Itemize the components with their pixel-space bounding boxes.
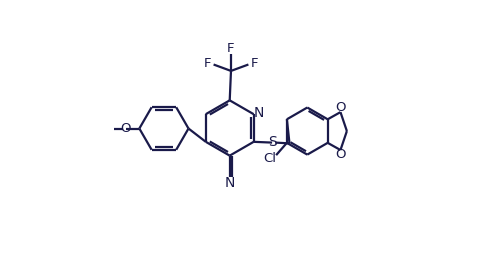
Text: F: F <box>203 57 211 70</box>
Text: Cl: Cl <box>263 152 276 165</box>
Text: N: N <box>254 106 264 120</box>
Text: N: N <box>225 176 235 190</box>
Text: O: O <box>336 101 346 114</box>
Text: F: F <box>251 57 258 70</box>
Text: O: O <box>120 122 131 135</box>
Text: O: O <box>336 148 346 161</box>
Text: S: S <box>268 135 277 149</box>
Text: F: F <box>227 42 235 55</box>
